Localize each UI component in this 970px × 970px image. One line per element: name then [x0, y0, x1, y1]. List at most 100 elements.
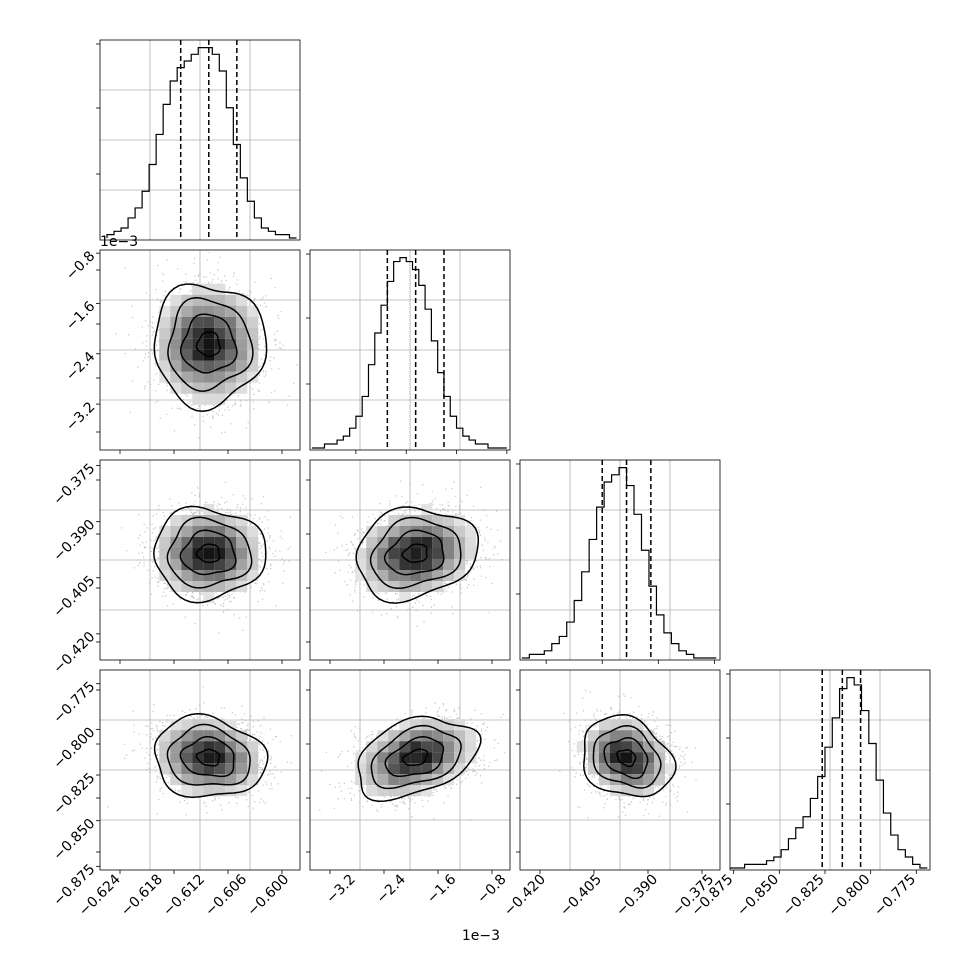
density-cell	[632, 752, 643, 764]
density-cell	[388, 581, 400, 592]
x-tick-label: −0.850	[734, 872, 782, 920]
contour-line	[195, 331, 221, 358]
contour-line	[167, 296, 254, 392]
density-cell	[443, 548, 455, 559]
density-cell	[170, 774, 182, 786]
x-scale-label: 1e−3	[462, 928, 500, 944]
panel-frame	[99, 459, 301, 661]
density-cell	[236, 360, 248, 372]
density-cell	[247, 763, 259, 775]
density-cell	[366, 570, 378, 581]
density-cell	[170, 719, 182, 731]
density-cell	[192, 349, 204, 361]
x-tick-label: −0.612	[160, 872, 208, 920]
density-cell	[355, 752, 367, 764]
density-cell	[181, 752, 193, 764]
contour-line	[195, 748, 221, 767]
density-cell	[159, 741, 171, 753]
contour-line	[616, 749, 637, 768]
panel-frame	[519, 669, 721, 871]
density-cell	[159, 316, 171, 328]
density-cell	[203, 515, 215, 526]
density-cell	[170, 526, 182, 537]
density-cell	[203, 763, 215, 775]
density-cell	[203, 730, 215, 742]
density-cell	[159, 752, 171, 764]
scatter-panel-3-1: −3.2 −2.4 −1.6 −0.8 1e−3	[306, 669, 511, 944]
density-cell	[247, 338, 259, 350]
density-cell	[432, 719, 444, 731]
density-cell	[366, 774, 378, 786]
density-cell	[214, 526, 226, 537]
density-cell	[181, 570, 193, 581]
density-cell	[203, 526, 215, 537]
density-cell	[247, 526, 259, 537]
density-cell	[170, 559, 182, 570]
density-cell	[443, 763, 455, 775]
density-cell	[388, 526, 400, 537]
density-cell	[388, 785, 400, 797]
density-cell	[170, 349, 182, 361]
density-cell	[399, 774, 411, 786]
density-cell	[432, 774, 444, 786]
density-cell	[399, 559, 411, 570]
density-cell	[421, 763, 433, 775]
density-cell	[366, 537, 378, 548]
density-cell	[203, 349, 215, 361]
density-cell	[443, 741, 455, 753]
density-cell	[610, 785, 621, 797]
y-tick-label: −0.800	[50, 724, 98, 772]
density-cell	[421, 730, 433, 742]
density-cell	[399, 752, 411, 764]
contour-line	[401, 748, 429, 767]
x-tick-label: −0.775	[871, 872, 919, 920]
density-cell	[170, 537, 182, 548]
density-cell	[225, 785, 237, 797]
contour-line	[383, 529, 445, 576]
density-cell	[399, 537, 411, 548]
contour-line	[153, 712, 269, 798]
density-cell	[181, 349, 193, 361]
density-cell	[366, 526, 378, 537]
density-cell	[421, 504, 433, 515]
density-cell	[214, 570, 226, 581]
density-cell	[203, 537, 215, 548]
density-cell	[225, 570, 237, 581]
x-tick-label: −0.420	[501, 872, 549, 920]
density-cell	[225, 752, 237, 764]
y-tick-label: −1.6	[63, 298, 98, 333]
density-cell	[388, 752, 400, 764]
density-cell	[236, 559, 248, 570]
density-cell	[236, 741, 248, 753]
histogram-steps	[521, 467, 717, 659]
density-cell	[170, 515, 182, 526]
histogram-panel-3: −0.875−0.850−0.825−0.800−0.775	[689, 669, 931, 920]
y-tick-label: −0.375	[50, 461, 98, 509]
density-cell	[247, 316, 259, 328]
density-cell	[421, 774, 433, 786]
scatter-panel-2-1	[306, 459, 511, 664]
density-cell	[236, 785, 248, 797]
density-cell	[225, 294, 237, 306]
x-tick-label: −0.618	[118, 872, 166, 920]
density-cell	[225, 360, 237, 372]
density-cell	[181, 730, 193, 742]
density-cell	[236, 752, 248, 764]
density-cell	[632, 785, 643, 797]
density-cell	[610, 763, 621, 775]
panel-frame	[729, 669, 931, 871]
density-cell	[432, 570, 444, 581]
density-cell	[410, 559, 422, 570]
density-cell	[388, 763, 400, 775]
y-tick-label: −0.825	[50, 770, 98, 818]
density-cell	[410, 515, 422, 526]
density-cell	[421, 741, 433, 753]
density-cell	[377, 774, 389, 786]
density-cell	[181, 526, 193, 537]
density-cell	[203, 327, 215, 339]
contour-line	[153, 283, 268, 413]
density-cell	[203, 570, 215, 581]
density-cell	[432, 581, 444, 592]
density-cell	[192, 774, 204, 786]
